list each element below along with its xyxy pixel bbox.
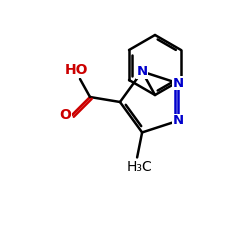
Text: HO: HO xyxy=(64,63,88,77)
Text: N: N xyxy=(136,65,148,78)
Text: N: N xyxy=(172,114,184,127)
Text: H₃C: H₃C xyxy=(126,160,152,174)
Text: O: O xyxy=(59,108,71,122)
Text: N: N xyxy=(172,77,184,90)
